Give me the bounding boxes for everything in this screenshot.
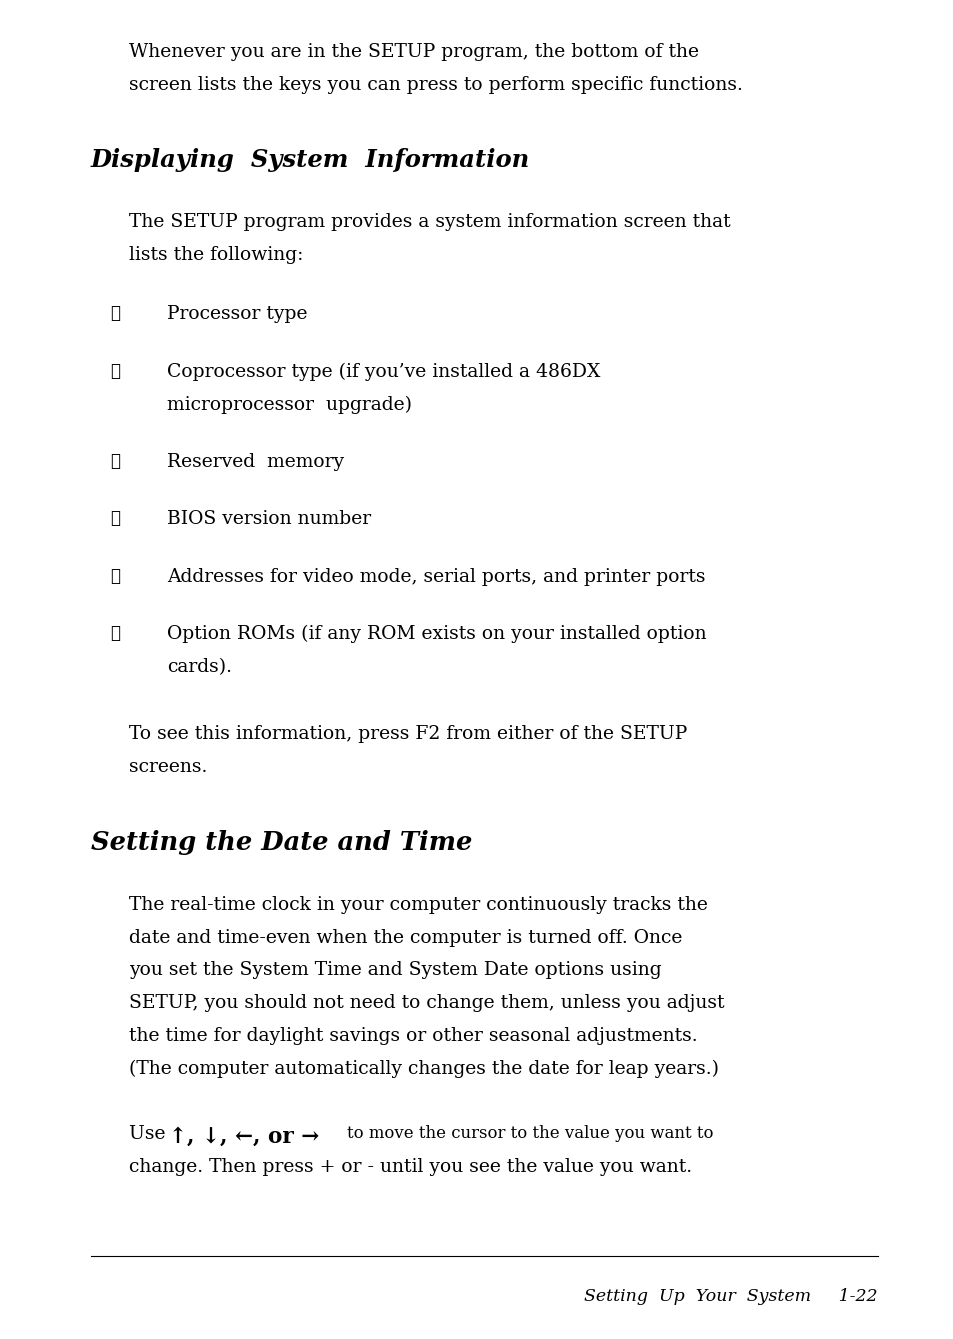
Text: ❑: ❑ [110, 510, 119, 528]
Text: The real-time clock in your computer continuously tracks the: The real-time clock in your computer con… [129, 896, 707, 913]
Text: SETUP, you should not need to change them, unless you adjust: SETUP, you should not need to change the… [129, 995, 723, 1012]
Text: ❑: ❑ [110, 305, 119, 323]
Text: you set the System Time and System Date options using: you set the System Time and System Date … [129, 961, 660, 979]
Text: ❑: ❑ [110, 363, 119, 380]
Text: Displaying  System  Information: Displaying System Information [91, 147, 529, 171]
Text: the time for daylight savings or other seasonal adjustments.: the time for daylight savings or other s… [129, 1027, 697, 1044]
Text: Processor type: Processor type [167, 305, 307, 323]
Text: change. Then press + or - until you see the value you want.: change. Then press + or - until you see … [129, 1158, 691, 1176]
Text: cards).: cards). [167, 657, 232, 676]
Text: microprocessor  upgrade): microprocessor upgrade) [167, 395, 412, 414]
Text: Reserved  memory: Reserved memory [167, 453, 344, 471]
Text: ❑: ❑ [110, 625, 119, 643]
Text: ❑: ❑ [110, 568, 119, 585]
Text: ↑, ↓, ←, or →: ↑, ↓, ←, or → [169, 1125, 318, 1148]
Text: Addresses for video mode, serial ports, and printer ports: Addresses for video mode, serial ports, … [167, 568, 704, 585]
Text: BIOS version number: BIOS version number [167, 510, 371, 529]
Text: screen lists the keys you can press to perform specific functions.: screen lists the keys you can press to p… [129, 75, 741, 94]
Text: Setting  Up  Your  System     1-22: Setting Up Your System 1-22 [583, 1288, 877, 1306]
Text: screens.: screens. [129, 758, 207, 777]
Text: lists the following:: lists the following: [129, 246, 303, 264]
Text: Option ROMs (if any ROM exists on your installed option: Option ROMs (if any ROM exists on your i… [167, 625, 706, 644]
Text: (The computer automatically changes the date for leap years.): (The computer automatically changes the … [129, 1060, 718, 1078]
Text: Coprocessor type (if you’ve installed a 486DX: Coprocessor type (if you’ve installed a … [167, 363, 599, 382]
Text: ❑: ❑ [110, 453, 119, 470]
Text: Whenever you are in the SETUP program, the bottom of the: Whenever you are in the SETUP program, t… [129, 43, 698, 60]
Text: Use: Use [129, 1125, 177, 1144]
Text: To see this information, press F2 from either of the SETUP: To see this information, press F2 from e… [129, 726, 686, 743]
Text: Setting the Date and Time: Setting the Date and Time [91, 830, 472, 856]
Text: date and time-even when the computer is turned off. Once: date and time-even when the computer is … [129, 929, 681, 947]
Text: The SETUP program provides a system information screen that: The SETUP program provides a system info… [129, 213, 730, 232]
Text: to move the cursor to the value you want to: to move the cursor to the value you want… [305, 1125, 713, 1142]
